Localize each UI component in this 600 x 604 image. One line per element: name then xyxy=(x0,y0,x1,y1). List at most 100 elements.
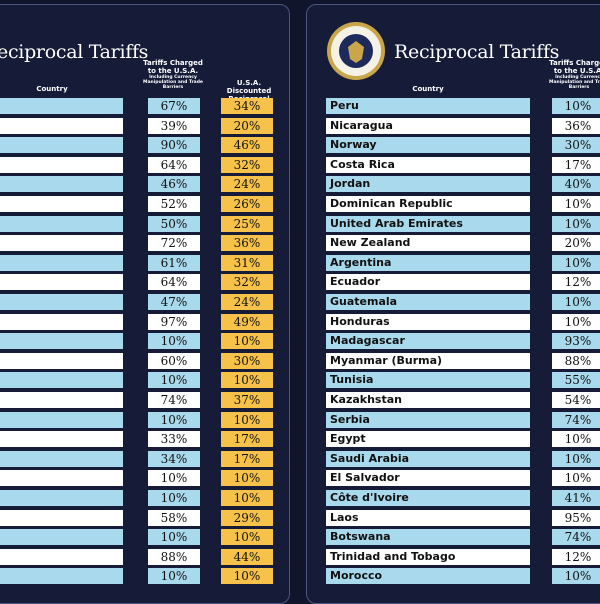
charged-cell: 64% xyxy=(148,156,200,173)
charged-cell: 10% xyxy=(148,529,200,546)
charged-cell: 88% xyxy=(552,352,600,369)
charged-cell: 10% xyxy=(552,450,600,467)
discounted-cell: 10% xyxy=(221,568,273,585)
charged-note: Including Currency Manipulation and Trad… xyxy=(143,75,203,90)
country-cell: Costa Rica xyxy=(326,156,530,173)
country-cell: Jordan xyxy=(326,176,530,193)
discounted-cell: 44% xyxy=(221,548,273,565)
country-cell xyxy=(0,235,123,252)
country-cell xyxy=(0,509,123,526)
discounted-cell: 10% xyxy=(221,372,273,389)
charged-cell: 41% xyxy=(552,490,600,506)
charged-cell: 93% xyxy=(552,333,600,350)
discounted-cell: 10% xyxy=(221,490,273,506)
charged-cell: 97% xyxy=(148,313,200,330)
country-cell xyxy=(0,215,123,232)
country-cell xyxy=(0,411,123,428)
country-cell: Serbia xyxy=(326,411,530,428)
country-cell xyxy=(0,274,123,291)
country-cell: New Zealand xyxy=(326,235,530,252)
charged-cell: 52% xyxy=(148,196,200,212)
charged-cell: 10% xyxy=(148,568,200,585)
discounted-cell: 10% xyxy=(221,470,273,487)
title: Reciprocal Tariffs xyxy=(0,41,149,63)
discounted-cell: 32% xyxy=(221,274,273,291)
discounted-cell: 34% xyxy=(221,98,273,114)
discounted-cell: 37% xyxy=(221,392,273,408)
country-cell xyxy=(0,470,123,487)
charged-cell: 61% xyxy=(148,254,200,271)
discounted-cell: 10% xyxy=(221,529,273,546)
country-cell xyxy=(0,196,123,212)
charged-cell: 95% xyxy=(552,509,600,526)
country-cell: Saudi Arabia xyxy=(326,450,530,467)
country-cell xyxy=(0,352,123,369)
discounted-cell: 17% xyxy=(221,450,273,467)
discounted-cell: 36% xyxy=(221,235,273,252)
seal xyxy=(327,22,385,80)
charged-cell: 72% xyxy=(148,235,200,252)
charged-cell: 10% xyxy=(148,490,200,506)
country-cell: Madagascar xyxy=(326,333,530,350)
country-cell: Honduras xyxy=(326,313,530,330)
charged-cell: 12% xyxy=(552,274,600,291)
country-cell: Laos xyxy=(326,509,530,526)
country-cell: Egypt xyxy=(326,431,530,448)
country-cell xyxy=(0,254,123,271)
charged-cell: 36% xyxy=(552,117,600,134)
seal-eagle xyxy=(348,41,364,63)
charged-cell: 10% xyxy=(552,215,600,232)
title: Reciprocal Tariffs xyxy=(394,41,560,63)
country-cell xyxy=(0,450,123,467)
charged-cell: 88% xyxy=(148,548,200,565)
country-cell xyxy=(0,548,123,565)
country-header: Country xyxy=(412,85,444,93)
country-cell xyxy=(0,490,123,506)
country-cell: El Salvador xyxy=(326,470,530,487)
charged-header-text: Tariffs Charged to the U.S.A. xyxy=(549,59,600,75)
country-cell xyxy=(0,117,123,134)
discounted-cell: 20% xyxy=(221,117,273,134)
discounted-cell: 32% xyxy=(221,156,273,173)
charged-note: Including Currency Manipulation and Trad… xyxy=(549,75,600,90)
charged-header: Tariffs Charged to the U.S.A.Including C… xyxy=(143,59,203,90)
discounted-cell: 24% xyxy=(221,294,273,310)
discounted-cell: 10% xyxy=(221,411,273,428)
left-panel: Reciprocal Tariffs Country Tariffs Charg… xyxy=(0,4,290,604)
country-cell: Nicaragua xyxy=(326,117,530,134)
discounted-cell: 29% xyxy=(221,509,273,526)
charged-cell: 40% xyxy=(552,176,600,193)
discounted-cell: 17% xyxy=(221,431,273,448)
country-cell: Argentina xyxy=(326,254,530,271)
charged-cell: 10% xyxy=(148,333,200,350)
charged-cell: 10% xyxy=(148,372,200,389)
country-cell: United Arab Emirates xyxy=(326,215,530,232)
charged-cell: 20% xyxy=(552,235,600,252)
charged-cell: 47% xyxy=(148,294,200,310)
country-cell: Côte d'Ivoire xyxy=(326,490,530,506)
charged-cell: 10% xyxy=(552,294,600,310)
country-cell xyxy=(0,372,123,389)
country-cell: Guatemala xyxy=(326,294,530,310)
charged-cell: 10% xyxy=(552,196,600,212)
charged-cell: 10% xyxy=(552,98,600,114)
country-cell xyxy=(0,156,123,173)
charged-cell: 12% xyxy=(552,548,600,565)
country-cell: Dominican Republic xyxy=(326,196,530,212)
discounted-cell: 30% xyxy=(221,352,273,369)
country-cell: Myanmar (Burma) xyxy=(326,352,530,369)
charged-cell: 34% xyxy=(148,450,200,467)
country-cell: Ecuador xyxy=(326,274,530,291)
charged-cell: 74% xyxy=(552,411,600,428)
charged-cell: 74% xyxy=(148,392,200,408)
charged-cell: 10% xyxy=(148,411,200,428)
country-header: Country xyxy=(36,85,68,93)
country-cell xyxy=(0,313,123,330)
discounted-cell: 26% xyxy=(221,196,273,212)
discounted-cell: 10% xyxy=(221,333,273,350)
charged-cell: 74% xyxy=(552,529,600,546)
charged-cell: 54% xyxy=(552,392,600,408)
charged-header-text: Tariffs Charged to the U.S.A. xyxy=(143,59,203,75)
discounted-cell: 25% xyxy=(221,215,273,232)
country-cell xyxy=(0,333,123,350)
